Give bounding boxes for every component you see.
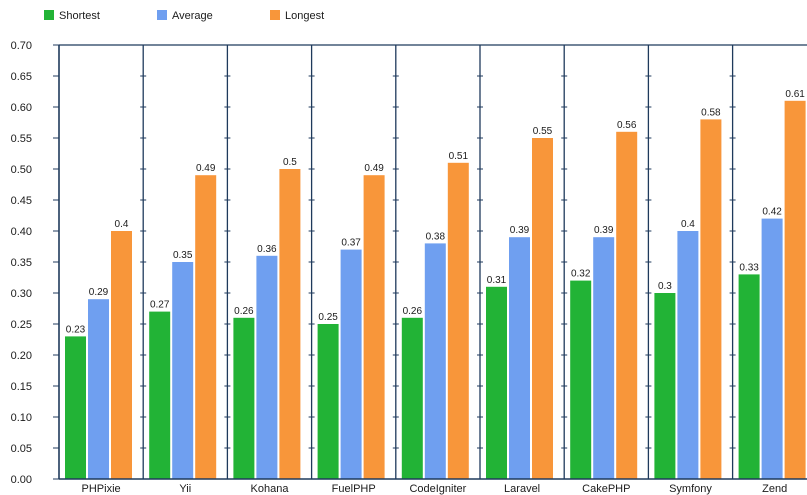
data-label-shortest-kohana: 0.26 [234,306,254,317]
bar-shortest-cakephp [570,280,592,479]
y-tick-label: 0.35 [11,257,32,269]
x-tick-label-laravel: Laravel [504,483,540,495]
y-tick-label: 0.55 [11,133,32,145]
bar-average-fuelphp [340,249,362,479]
bar-longest-cakephp [616,131,638,480]
bar-average-yii [172,262,194,479]
data-label-shortest-fuelphp: 0.25 [318,312,338,323]
y-tick-label: 0.15 [11,381,32,393]
bar-average-zend [761,218,783,479]
y-tick-label: 0.45 [11,195,32,207]
y-tick-label: 0.60 [11,102,32,114]
data-label-longest-fuelphp: 0.49 [364,163,384,174]
data-label-average-phpixie: 0.29 [89,287,109,298]
bar-shortest-fuelphp [317,324,339,479]
legend-label-average: Average [172,10,213,22]
x-tick-label-symfony: Symfony [669,483,712,495]
bar-average-laravel [509,237,530,479]
legend-swatch-shortest [44,10,54,20]
y-tick-label: 0.05 [11,443,32,455]
legend: Shortest Average Longest [44,10,324,22]
data-label-shortest-symfony: 0.3 [658,281,672,292]
x-tick-label-fuelphp: FuelPHP [332,483,376,495]
bar-shortest-phpixie [65,336,86,479]
x-tick-label-zend: Zend [762,483,787,495]
data-label-longest-symfony: 0.58 [701,107,721,118]
data-label-longest-laravel: 0.55 [533,126,553,137]
y-tick-label: 0.00 [11,474,32,486]
y-tick-label: 0.65 [11,71,32,83]
chart-labels: 0.23 0.27 0.26 0.25 0.26 0.31 0.32 0.3 0.33 0.29 0… [11,40,806,495]
legend-swatch-longest [270,10,280,20]
x-tick-label-kohana: Kohana [251,483,290,495]
bar-longest-fuelphp [363,175,385,479]
data-label-average-kohana: 0.36 [257,244,277,255]
bar-average-kohana [256,255,278,479]
bar-shortest-codeigniter [401,317,423,479]
data-label-longest-yii: 0.49 [196,163,216,174]
data-label-average-laravel: 0.39 [510,225,530,236]
data-label-average-symfony: 0.4 [681,219,695,230]
data-label-average-codeigniter: 0.38 [426,231,446,242]
bar-shortest-symfony [654,293,676,479]
y-tick-label: 0.30 [11,288,32,300]
bar-longest-laravel [532,138,553,479]
data-label-average-yii: 0.35 [173,250,193,261]
y-tick-label: 0.20 [11,350,32,362]
x-tick-label-phpixie: PHPixie [82,483,121,495]
legend-label-shortest: Shortest [59,10,100,22]
legend-label-longest: Longest [285,10,324,22]
data-label-longest-zend: 0.61 [785,89,805,100]
data-label-shortest-codeigniter: 0.26 [403,306,423,317]
data-label-shortest-laravel: 0.31 [487,275,507,286]
data-label-shortest-yii: 0.27 [150,300,170,311]
data-label-shortest-cakephp: 0.32 [571,269,591,280]
data-label-longest-codeigniter: 0.51 [449,151,469,162]
data-label-average-fuelphp: 0.37 [341,238,361,249]
x-tick-label-codeigniter: CodeIgniter [409,483,466,495]
bar-longest-symfony [700,119,722,480]
data-label-longest-cakephp: 0.56 [617,120,637,131]
data-label-longest-phpixie: 0.4 [115,219,129,230]
y-tick-label: 0.10 [11,412,32,424]
bar-shortest-yii [149,311,171,479]
x-tick-label-yii: Yii [179,483,191,495]
bar-longest-codeigniter [447,162,469,480]
bar-shortest-laravel [486,286,507,479]
bar-shortest-kohana [233,317,255,479]
bar-longest-kohana [279,169,301,479]
bar-shortest-zend [738,274,760,479]
y-tick-label: 0.70 [11,40,32,52]
bar-average-codeigniter [424,243,446,479]
data-label-shortest-zend: 0.33 [739,262,759,273]
bar-average-cakephp [593,237,615,479]
grid [59,44,807,480]
y-tick-label: 0.25 [11,319,32,331]
y-tick-label: 0.50 [11,164,32,176]
data-label-average-zend: 0.42 [762,207,782,218]
legend-swatch-average [157,10,167,20]
bar-longest-yii [195,175,217,479]
axes [53,44,807,480]
bar-average-phpixie [88,299,109,479]
data-label-shortest-phpixie: 0.23 [66,324,86,335]
bar-average-symfony [677,231,699,479]
x-tick-label-cakephp: CakePHP [582,483,630,495]
data-label-average-cakephp: 0.39 [594,225,614,236]
bar-longest-zend [784,100,806,480]
bar-longest-phpixie [111,231,132,479]
y-tick-label: 0.40 [11,226,32,238]
data-label-longest-kohana: 0.5 [283,157,297,168]
bars [65,100,806,480]
